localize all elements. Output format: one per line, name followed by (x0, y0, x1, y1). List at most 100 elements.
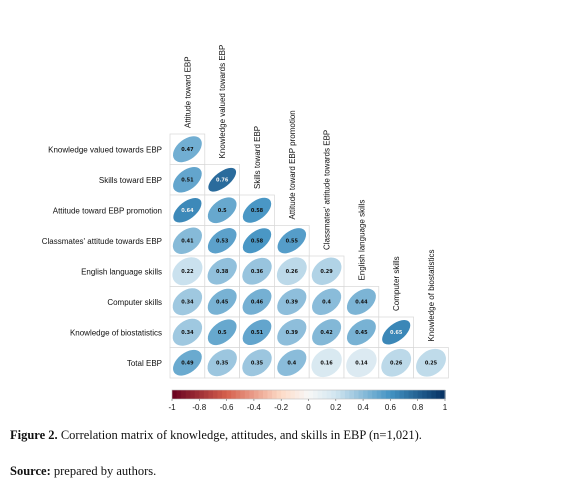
legend-swatch (308, 390, 314, 399)
legend-swatch (281, 390, 287, 399)
correlation-ellipse (242, 197, 272, 223)
corr-cell: 0.14 (343, 347, 380, 379)
source-label: Source: (10, 464, 51, 478)
legend-swatch (363, 390, 369, 399)
row-label: Total EBP (127, 359, 162, 368)
corr-cell: 0.51 (239, 316, 275, 348)
correlation-value: 0.4 (287, 361, 296, 367)
legend-swatch (440, 390, 446, 399)
corr-cell: 0.47 (169, 133, 206, 165)
legend-tick-label: 0.8 (412, 403, 424, 412)
corr-cell: 0.45 (343, 316, 380, 348)
legend-swatch (408, 390, 414, 399)
correlation-ellipse (277, 228, 307, 254)
correlation-ellipse (277, 288, 307, 316)
legend-swatch (367, 390, 373, 399)
legend-swatch (203, 390, 209, 399)
corr-cell: 0.45 (204, 286, 240, 318)
legend-tick-label: 0.2 (330, 403, 342, 412)
corr-cell: 0.58 (239, 194, 275, 226)
correlation-value: 0.58 (251, 208, 264, 214)
row-label: Attitude toward EBP promotion (53, 206, 162, 215)
correlation-value: 0.22 (181, 269, 194, 275)
corr-cell: 0.29 (308, 255, 345, 287)
correlation-value: 0.45 (216, 300, 229, 306)
corr-cell: 0.26 (274, 255, 310, 287)
corr-cell: 0.44 (343, 286, 380, 318)
column-label: Attitude toward EBP (183, 56, 192, 128)
correlation-value: 0.47 (181, 147, 194, 153)
correlation-ellipse (242, 288, 272, 315)
legend-swatch (354, 390, 360, 399)
corr-cell: 0.55 (274, 225, 310, 257)
correlation-ellipse (207, 288, 237, 315)
legend-swatch (340, 390, 346, 399)
correlation-ellipse (173, 197, 202, 223)
legend-swatch (217, 390, 223, 399)
legend-swatch (381, 390, 387, 399)
legend-swatch (249, 390, 255, 399)
legend-swatch (190, 390, 196, 399)
correlation-ellipse (207, 228, 237, 254)
row-label: Classmates' attitude towards EBP (42, 237, 162, 246)
corr-cell: 0.34 (169, 286, 206, 318)
corr-cell: 0.41 (169, 225, 206, 257)
correlation-ellipse (207, 319, 237, 346)
legend-swatch (326, 390, 332, 399)
corr-cell: 0.51 (169, 164, 206, 196)
legend-tick-label: 0 (306, 403, 311, 412)
correlation-value: 0.38 (216, 269, 229, 275)
legend-swatch (181, 390, 187, 399)
legend-swatch (317, 390, 323, 399)
column-label: Knowledge valued towards EBP (218, 45, 227, 159)
legend-tick-label: -0.8 (192, 403, 206, 412)
correlation-value: 0.14 (355, 361, 368, 367)
corr-cell: 0.36 (239, 255, 275, 287)
correlation-ellipse (172, 318, 203, 346)
correlation-value: 0.25 (425, 361, 438, 367)
legend-swatch (194, 390, 200, 399)
legend-swatch (344, 390, 351, 399)
figure-caption: Figure 2. Correlation matrix of knowledg… (10, 428, 515, 444)
legend-swatch (335, 390, 341, 399)
corr-cell: 0.5 (204, 316, 240, 348)
legend-tick-label: 1 (443, 403, 448, 412)
legend-swatch (422, 390, 428, 399)
legend-swatch (222, 390, 228, 399)
correlation-value: 0.16 (320, 361, 333, 367)
correlation-ellipse (311, 348, 342, 378)
correlation-ellipse (346, 319, 376, 346)
correlation-ellipse (311, 257, 342, 285)
row-label: Knowledge valued towards EBP (48, 145, 162, 154)
correlation-value: 0.64 (181, 208, 194, 214)
correlation-value: 0.41 (181, 239, 194, 245)
correlation-ellipse (416, 348, 446, 377)
corr-cell: 0.4 (274, 347, 310, 379)
legend-swatch (185, 390, 191, 399)
correlation-ellipse (173, 349, 202, 376)
corr-cell: 0.34 (169, 316, 206, 348)
legend-swatch (299, 390, 305, 399)
legend-swatch (235, 390, 241, 399)
correlation-ellipse (208, 167, 237, 192)
corr-cell: 0.25 (413, 347, 449, 379)
color-legend-bar (171, 389, 446, 400)
correlation-value: 0.45 (355, 330, 368, 336)
figure-label: Figure 2. (10, 428, 58, 442)
legend-swatch (385, 390, 391, 399)
corr-cell: 0.42 (308, 316, 345, 348)
correlation-matrix-chart: 0.470.51 0.760.64 0.5 0.580.41 0.53 0.58 0.550… (42, 45, 449, 412)
correlation-ellipse (172, 288, 203, 316)
correlation-ellipse (346, 288, 376, 315)
legend-tick-label: 0.6 (385, 403, 397, 412)
correlation-value: 0.39 (286, 300, 299, 306)
column-label: Computer skills (392, 256, 401, 311)
legend-swatch (417, 390, 423, 399)
legend-tick-label: -0.6 (220, 403, 234, 412)
legend-swatch (313, 390, 319, 399)
correlation-ellipse (242, 319, 272, 346)
legend-swatch (231, 390, 237, 399)
correlation-value: 0.44 (355, 300, 368, 306)
legend-swatch (226, 390, 232, 399)
